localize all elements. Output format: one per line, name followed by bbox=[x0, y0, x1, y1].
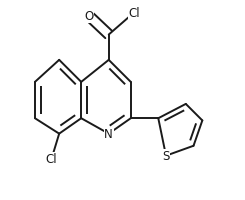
Text: Cl: Cl bbox=[128, 7, 140, 20]
Text: N: N bbox=[104, 128, 113, 140]
Text: Cl: Cl bbox=[46, 153, 57, 166]
Text: O: O bbox=[84, 10, 94, 23]
Text: S: S bbox=[162, 149, 170, 162]
